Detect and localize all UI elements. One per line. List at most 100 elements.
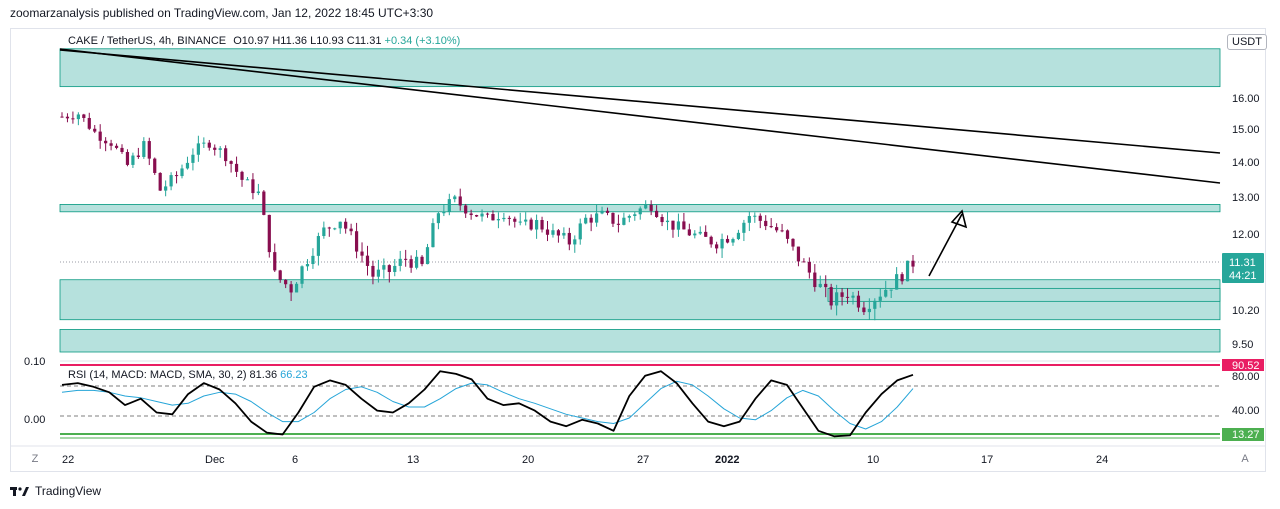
candle	[464, 205, 468, 214]
legend-symbol[interactable]: CAKE / TetherUS, 4h, BINANCE	[68, 35, 227, 47]
time-axis-label: 27	[637, 454, 649, 466]
candle	[109, 143, 113, 146]
last-price-countdown: 44:21	[1229, 270, 1257, 282]
candle	[655, 210, 659, 217]
candle	[693, 233, 697, 236]
price-axis-label: 15.00	[1232, 124, 1260, 136]
candle	[65, 116, 70, 119]
legend-high: H11.36	[272, 35, 308, 47]
candle	[802, 261, 806, 263]
rsi-legend-label[interactable]: RSI (14, MACD: MACD, SMA, 30, 2)	[68, 369, 247, 381]
candle	[622, 217, 626, 225]
candle	[267, 214, 271, 253]
candle	[491, 214, 495, 221]
candle	[98, 131, 102, 141]
upper-supply-zone	[59, 48, 1221, 88]
candle	[453, 196, 457, 200]
candle	[791, 238, 795, 247]
candle	[551, 230, 555, 235]
candle	[294, 283, 299, 293]
candle	[158, 172, 162, 191]
candle	[709, 236, 713, 245]
candle	[436, 213, 441, 224]
candle	[229, 161, 233, 164]
candle	[873, 300, 877, 309]
price-axis-label: 12.00	[1232, 229, 1260, 241]
lower-trendline[interactable]	[59, 48, 1221, 184]
oversold-value: 13.27	[1232, 429, 1260, 441]
candle	[764, 220, 768, 227]
candle	[742, 222, 746, 233]
candle	[611, 212, 615, 224]
zoom-reset-button[interactable]: Z	[31, 453, 39, 465]
currency-button[interactable]: USDT	[1227, 34, 1267, 50]
candle	[289, 284, 293, 293]
candle	[534, 219, 539, 230]
chart-legend: CAKE / TetherUS, 4h, BINANCE O10.97 H11.…	[68, 35, 460, 47]
candle	[71, 118, 75, 120]
candle	[507, 217, 511, 219]
rsi-axis-label: 40.00	[1232, 405, 1260, 417]
candle	[365, 255, 370, 266]
candle	[595, 213, 599, 223]
candle	[556, 230, 561, 236]
candle	[562, 232, 566, 236]
candle	[82, 114, 86, 118]
candle	[180, 168, 184, 177]
footer-brand[interactable]: TradingView	[35, 484, 102, 498]
candle	[578, 223, 582, 240]
legend-close: C11.31	[346, 35, 382, 47]
candle	[409, 259, 413, 268]
candle	[524, 219, 528, 222]
candle	[142, 141, 146, 157]
candle	[153, 158, 157, 173]
candle	[360, 251, 364, 256]
candle	[720, 238, 724, 249]
rsi-legend-value: 81.36	[249, 369, 278, 381]
candle	[425, 247, 430, 265]
candle	[682, 221, 686, 230]
candle	[529, 219, 533, 230]
candle	[540, 219, 544, 230]
candle	[458, 196, 462, 206]
candle	[715, 244, 719, 249]
upper-trendline[interactable]	[59, 49, 1221, 154]
candle	[589, 217, 593, 223]
candle	[900, 274, 904, 282]
candle	[196, 143, 200, 155]
candle	[87, 117, 91, 129]
candle	[638, 208, 642, 215]
candle	[496, 219, 501, 221]
candle	[273, 252, 277, 271]
price-axis-label: 16.00	[1232, 93, 1260, 105]
auto-scale-button[interactable]: A	[1241, 453, 1249, 465]
candle	[747, 216, 751, 223]
candle	[120, 147, 124, 152]
candle	[644, 204, 648, 209]
candle	[905, 260, 910, 282]
candle	[164, 186, 168, 191]
left-axis-label: 0.00	[24, 414, 45, 426]
candle	[769, 226, 773, 228]
candle	[469, 213, 473, 216]
candle	[704, 231, 708, 237]
candle	[616, 223, 621, 225]
candle	[104, 140, 108, 144]
time-axis-label: 6	[292, 454, 298, 466]
legend-open: O10.97	[233, 35, 270, 47]
candle	[174, 175, 179, 177]
candle	[300, 266, 304, 284]
candle	[245, 179, 250, 181]
price-axis-label: 13.00	[1232, 192, 1260, 204]
time-axis-label: Dec	[205, 454, 225, 466]
rsi-signal-line	[61, 380, 914, 430]
candle	[829, 287, 833, 306]
time-axis-label: 20	[522, 454, 534, 466]
candle	[687, 229, 691, 236]
candle	[895, 274, 899, 290]
candle	[278, 270, 282, 280]
candle	[207, 142, 211, 148]
legend-change: +0.34 (+3.10%)	[384, 35, 461, 47]
candle	[284, 279, 288, 285]
